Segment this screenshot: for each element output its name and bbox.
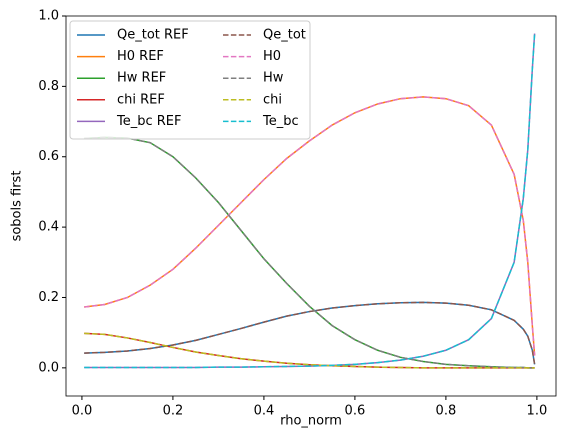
y-tick-label: 0.4 (38, 220, 59, 235)
legend-label: Te_bc (262, 114, 299, 129)
legend-label: H0 (263, 49, 281, 64)
legend-label: H0 REF (117, 49, 164, 64)
x-tick-label: 1.0 (527, 404, 548, 419)
series-line (84, 332, 535, 369)
x-tick-label: 0.6 (345, 404, 366, 419)
legend-label: Qe_tot (263, 28, 306, 43)
y-tick-label: 1.0 (38, 9, 59, 24)
legend-label: chi (263, 92, 282, 107)
series-line (84, 136, 535, 369)
y-tick-label: 0.2 (38, 290, 59, 305)
plot-frame (65, 15, 557, 397)
series-line (84, 96, 536, 356)
legend-box (69, 20, 311, 140)
y-tick-label: 0.6 (38, 149, 59, 164)
y-tick-label: 0.0 (38, 360, 59, 375)
legend-label: chi REF (117, 92, 165, 107)
y-axis-label: sobols first (10, 171, 25, 242)
legend-label: Hw (263, 71, 284, 86)
y-tick-label: 0.8 (38, 79, 59, 94)
x-axis-label: rho_norm (280, 414, 342, 429)
x-tick-label: 0.8 (436, 404, 457, 419)
series-line (84, 301, 536, 365)
series-line (84, 136, 535, 369)
legend-label: Hw REF (117, 71, 166, 86)
x-tick-label: 0.0 (72, 404, 93, 419)
series-line (84, 332, 535, 369)
legend-label: Qe_tot REF (117, 28, 189, 43)
series-line (84, 33, 536, 369)
x-tick-label: 0.4 (254, 404, 275, 419)
x-tick-label: 0.2 (163, 404, 184, 419)
legend-label: Te_bc REF (116, 114, 182, 129)
